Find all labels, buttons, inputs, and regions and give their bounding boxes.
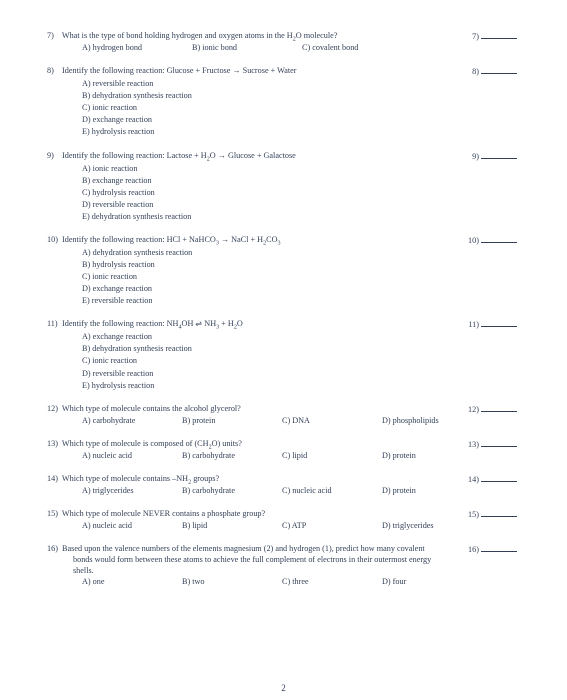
question-stem: 11) Identify the following reaction: NH4… (73, 318, 243, 329)
choices-horizontal: A) hydrogen bondB) ionic bondC) covalent… (60, 42, 517, 53)
question-stem: 16) Based upon the valence numbers of th… (73, 543, 443, 576)
question: 11) Identify the following reaction: NH4… (60, 318, 517, 390)
choice: A) dehydration synthesis reaction (82, 247, 517, 258)
choices-horizontal: A) nucleic acidB) lipidC) ATPD) triglyce… (60, 520, 517, 531)
choices-horizontal: A) oneB) twoC) threeD) four (60, 576, 517, 587)
question: 7) What is the type of bond holding hydr… (60, 30, 517, 53)
choice: B) hydrolysis reaction (82, 259, 517, 270)
question-stem: 8) Identify the following reaction: Gluc… (73, 65, 296, 76)
choice: A) ionic reaction (82, 163, 517, 174)
choice: D) triglycerides (382, 520, 492, 531)
choice: A) triglycerides (82, 485, 182, 496)
question: 8) Identify the following reaction: Gluc… (60, 65, 517, 137)
choice: E) dehydration synthesis reaction (82, 211, 517, 222)
choice: A) reversible reaction (82, 78, 517, 89)
choice: A) carbohydrate (82, 415, 182, 426)
question-stem: 10) Identify the following reaction: HCl… (73, 234, 281, 245)
question-row: 15) Which type of molecule NEVER contain… (60, 508, 517, 520)
choice: D) phospholipids (382, 415, 492, 426)
question: 12) Which type of molecule contains the … (60, 403, 517, 426)
question-stem: 15) Which type of molecule NEVER contain… (73, 508, 265, 519)
question-row: 7) What is the type of bond holding hydr… (60, 30, 517, 42)
choices-horizontal: A) carbohydrateB) proteinC) DNAD) phosph… (60, 415, 517, 426)
question-row: 16) Based upon the valence numbers of th… (60, 543, 517, 576)
choice: D) exchange reaction (82, 283, 517, 294)
choice: B) exchange reaction (82, 175, 517, 186)
worksheet-page: 7) What is the type of bond holding hydr… (0, 0, 567, 700)
choice: C) covalent bond (302, 42, 422, 53)
choice: C) three (282, 576, 382, 587)
choice: B) dehydration synthesis reaction (82, 343, 517, 354)
question-row: 14) Which type of molecule contains –NH2… (60, 473, 517, 485)
answer-blank[interactable]: 8) (472, 65, 517, 77)
question: 10) Identify the following reaction: HCl… (60, 234, 517, 306)
choice: E) hydrolysis reaction (82, 126, 517, 137)
answer-blank[interactable]: 7) (472, 30, 517, 42)
choices-vertical: A) exchange reactionB) dehydration synth… (60, 331, 517, 390)
choice: A) nucleic acid (82, 450, 182, 461)
question-row: 8) Identify the following reaction: Gluc… (60, 65, 517, 77)
choice: B) ionic bond (192, 42, 302, 53)
question-row: 11) Identify the following reaction: NH4… (60, 318, 517, 330)
choice: D) four (382, 576, 492, 587)
answer-blank[interactable]: 10) (468, 234, 517, 246)
question-row: 12) Which type of molecule contains the … (60, 403, 517, 415)
choice: A) exchange reaction (82, 331, 517, 342)
choice: A) hydrogen bond (82, 42, 192, 53)
choice: D) reversible reaction (82, 368, 517, 379)
choices-horizontal: A) triglyceridesB) carbohydrateC) nuclei… (60, 485, 517, 496)
answer-blank[interactable]: 11) (468, 318, 517, 330)
question-stem: 14) Which type of molecule contains –NH2… (73, 473, 219, 484)
question-row: 13) Which type of molecule is composed o… (60, 438, 517, 450)
choice: B) carbohydrate (182, 485, 282, 496)
choice: C) hydrolysis reaction (82, 187, 517, 198)
answer-blank[interactable]: 12) (468, 403, 517, 415)
answer-blank[interactable]: 13) (468, 438, 517, 450)
question-stem: 7) What is the type of bond holding hydr… (73, 30, 337, 41)
questions-container: 7) What is the type of bond holding hydr… (60, 30, 517, 587)
choice: A) nucleic acid (82, 520, 182, 531)
question: 15) Which type of molecule NEVER contain… (60, 508, 517, 531)
choice: C) ionic reaction (82, 355, 517, 366)
choice: B) two (182, 576, 282, 587)
answer-blank[interactable]: 16) (468, 543, 517, 555)
choice: C) ionic reaction (82, 271, 517, 282)
choice: A) one (82, 576, 182, 587)
question: 9) Identify the following reaction: Lact… (60, 150, 517, 222)
question-row: 9) Identify the following reaction: Lact… (60, 150, 517, 162)
choice: D) exchange reaction (82, 114, 517, 125)
choice: C) lipid (282, 450, 382, 461)
answer-blank[interactable]: 14) (468, 473, 517, 485)
question: 13) Which type of molecule is composed o… (60, 438, 517, 461)
page-number: 2 (0, 682, 567, 694)
question-stem: 9) Identify the following reaction: Lact… (73, 150, 296, 161)
choices-vertical: A) reversible reactionB) dehydration syn… (60, 78, 517, 137)
choice: D) reversible reaction (82, 199, 517, 210)
question: 16) Based upon the valence numbers of th… (60, 543, 517, 587)
question-row: 10) Identify the following reaction: HCl… (60, 234, 517, 246)
choice: C) nucleic acid (282, 485, 382, 496)
choice: C) ATP (282, 520, 382, 531)
answer-blank[interactable]: 15) (468, 508, 517, 520)
choice: B) dehydration synthesis reaction (82, 90, 517, 101)
question: 14) Which type of molecule contains –NH2… (60, 473, 517, 496)
choices-vertical: A) ionic reactionB) exchange reactionC) … (60, 163, 517, 222)
choice: D) protein (382, 485, 492, 496)
choice: B) protein (182, 415, 282, 426)
choice: B) carbohydrate (182, 450, 282, 461)
answer-blank[interactable]: 9) (472, 150, 517, 162)
choice: C) ionic reaction (82, 102, 517, 113)
question-stem: 12) Which type of molecule contains the … (73, 403, 241, 414)
question-stem: 13) Which type of molecule is composed o… (73, 438, 242, 449)
choices-vertical: A) dehydration synthesis reactionB) hydr… (60, 247, 517, 306)
choice: E) reversible reaction (82, 295, 517, 306)
choice: C) DNA (282, 415, 382, 426)
choice: D) protein (382, 450, 492, 461)
choice: E) hydrolysis reaction (82, 380, 517, 391)
choice: B) lipid (182, 520, 282, 531)
choices-horizontal: A) nucleic acidB) carbohydrateC) lipidD)… (60, 450, 517, 461)
